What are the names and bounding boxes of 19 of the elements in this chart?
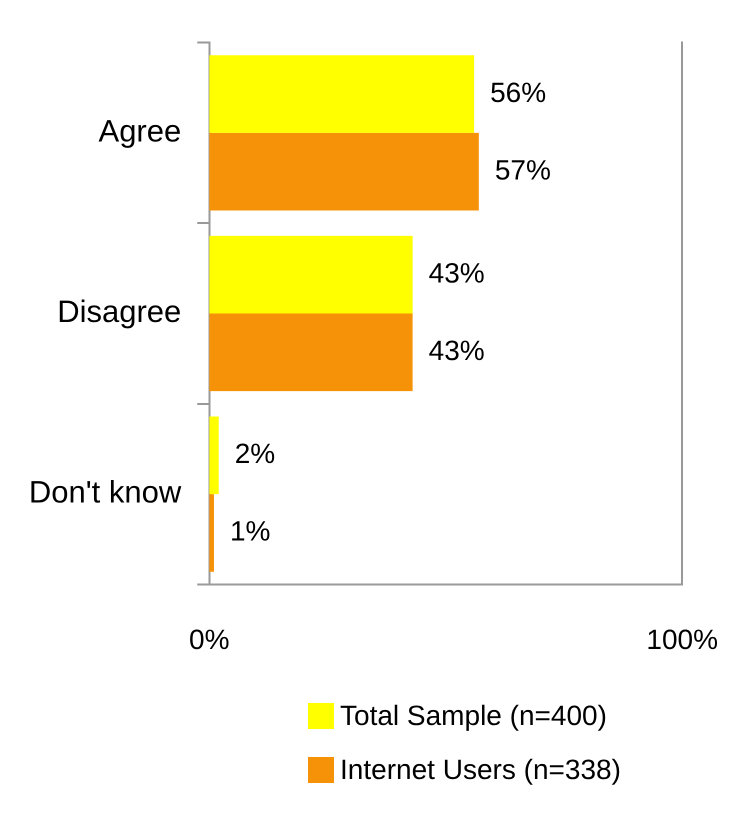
data-label: 43%	[428, 257, 485, 288]
y-tick-label: Disagree	[57, 294, 182, 330]
bar	[209, 314, 413, 392]
data-label: 1%	[230, 516, 270, 547]
bar	[209, 494, 214, 572]
data-label: 57%	[494, 154, 551, 186]
x-tick-label: 0%	[189, 624, 230, 655]
bar	[209, 416, 219, 494]
data-label: 2%	[234, 438, 276, 469]
bar	[209, 236, 413, 314]
bar	[209, 55, 474, 133]
x-tick-label: 100%	[646, 624, 718, 655]
y-tick-label: Agree	[98, 113, 182, 148]
data-label: 43%	[428, 335, 485, 366]
y-tick-label: Don't know	[28, 474, 182, 510]
bar	[209, 132, 479, 211]
legend-label: Internet Users (n=338)	[340, 754, 621, 786]
legend-label: Total Sample (n=400)	[340, 700, 607, 732]
data-label: 56%	[490, 76, 546, 108]
